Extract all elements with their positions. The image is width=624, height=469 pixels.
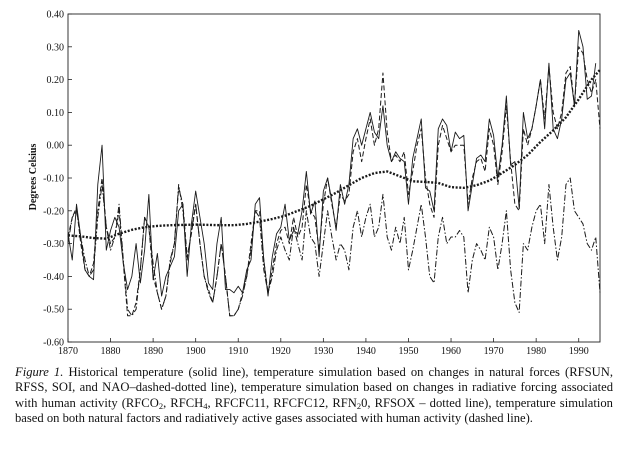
y-tick-label: -0.30 xyxy=(43,239,64,250)
series-line-solid xyxy=(67,29,597,297)
figure-caption: Figure 1. Historical temperature (solid … xyxy=(15,365,613,427)
x-tick-label: 1950 xyxy=(398,346,418,357)
y-tick-label: -0.20 xyxy=(43,206,64,217)
x-tick-label: 1910 xyxy=(228,346,248,357)
y-tick-label: 0.30 xyxy=(47,42,65,53)
x-tick-label: 1990 xyxy=(569,346,589,357)
x-tick-label: 1890 xyxy=(143,346,163,357)
temperature-chart: Degrees Celsius -0.60 -0.50 -0.40 -0.30 -0.2… xyxy=(28,10,601,357)
series-line-dashed xyxy=(67,46,601,317)
axes: -0.60 -0.50 -0.40 -0.30 -0.20 -0.10 0.00 0.10 0.… xyxy=(43,10,601,357)
y-axis-label: Degrees Celsius xyxy=(28,144,39,211)
caption-text-4: 0, RFSOX – dotted line), temperature sim… xyxy=(15,395,613,426)
y-tick-label: -0.60 xyxy=(43,338,64,349)
y-tick-label: 0.10 xyxy=(47,108,65,119)
figure-label: Figure 1. xyxy=(15,365,64,379)
series-line-dotted xyxy=(67,68,601,240)
series-line-dash-dot xyxy=(67,177,601,317)
caption-sub-2: 4 xyxy=(203,400,208,411)
x-tick-label: 1970 xyxy=(484,346,504,357)
x-tick-label: 1940 xyxy=(356,346,376,357)
caption-text-2: , RFCH xyxy=(163,395,204,410)
x-tick-label: 1920 xyxy=(271,346,291,357)
caption-text-1: Historical temperature (solid line), tem… xyxy=(15,365,613,410)
caption-sub-1: 2 xyxy=(158,400,164,411)
x-tick-label: 1880 xyxy=(101,346,121,357)
y-tick-label: -0.10 xyxy=(43,174,64,185)
y-tick-label: -0.40 xyxy=(43,272,64,283)
y-tick-label: 0.40 xyxy=(47,10,65,21)
x-tick-label: 1960 xyxy=(441,346,461,357)
caption-sub-3: 2 xyxy=(356,400,362,411)
y-tick-label: 0.20 xyxy=(47,75,65,86)
y-tick-label: -0.50 xyxy=(43,305,64,316)
x-tick-label: 1900 xyxy=(186,346,206,357)
x-tick-label: 1980 xyxy=(526,346,546,357)
y-tick-label: 0.00 xyxy=(47,141,65,152)
x-tick-label: 1930 xyxy=(313,346,333,357)
caption-text-3: , RFCFC11, RFCFC12, RFN xyxy=(207,395,357,410)
series-layer xyxy=(67,29,601,317)
x-tick-label: 1870 xyxy=(58,346,78,357)
